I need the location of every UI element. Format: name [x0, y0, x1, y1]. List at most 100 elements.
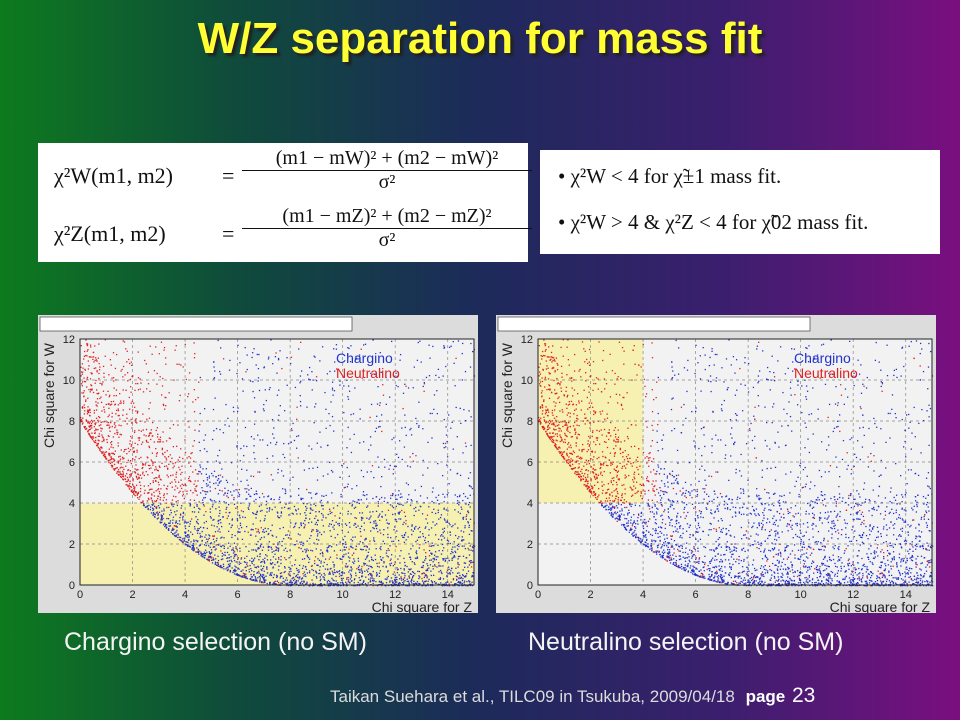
data-point	[398, 581, 401, 584]
data-point	[431, 581, 434, 584]
data-point	[80, 366, 82, 368]
data-point	[103, 409, 105, 411]
data-point	[131, 444, 133, 446]
data-point	[389, 564, 392, 567]
data-point	[793, 348, 796, 350]
data-point	[359, 579, 361, 582]
data-point	[631, 533, 633, 535]
data-point	[468, 410, 470, 412]
data-point	[318, 511, 320, 513]
data-point	[733, 549, 736, 551]
data-point	[740, 453, 742, 456]
data-point	[90, 384, 92, 386]
data-point	[170, 531, 172, 533]
data-point	[379, 529, 381, 531]
data-point	[213, 518, 215, 521]
data-point	[254, 580, 256, 582]
data-point	[156, 506, 158, 508]
data-point	[431, 544, 433, 547]
data-point	[283, 581, 286, 583]
data-point	[167, 456, 170, 458]
data-point	[336, 533, 339, 536]
data-point	[415, 417, 417, 420]
data-point	[928, 404, 930, 406]
data-point	[410, 573, 412, 576]
data-point	[564, 441, 567, 444]
data-point	[149, 390, 151, 392]
data-point	[127, 479, 129, 482]
data-point	[552, 422, 554, 425]
data-point	[725, 583, 728, 585]
data-point	[342, 556, 344, 558]
data-point	[263, 367, 265, 369]
data-point	[329, 424, 331, 427]
data-point	[226, 492, 229, 495]
data-point	[111, 466, 113, 468]
data-point	[275, 558, 277, 560]
data-point	[373, 522, 375, 524]
data-point	[188, 538, 190, 541]
data-point	[98, 433, 100, 435]
data-point	[387, 501, 389, 504]
data-point	[250, 579, 253, 581]
data-point	[230, 462, 233, 464]
data-point	[398, 583, 400, 586]
data-point	[328, 583, 330, 585]
data-point	[396, 571, 399, 574]
data-point	[92, 356, 95, 358]
data-point	[437, 462, 439, 465]
data-point	[829, 577, 831, 579]
data-point	[462, 492, 465, 495]
data-point	[392, 513, 394, 516]
data-point	[221, 536, 223, 538]
data-point	[156, 452, 159, 454]
data-point	[401, 458, 403, 461]
data-point	[237, 492, 240, 494]
data-point	[335, 544, 338, 546]
data-point	[467, 504, 470, 506]
data-point	[602, 455, 604, 458]
data-point	[444, 519, 446, 521]
data-point	[613, 468, 615, 470]
data-point	[410, 582, 413, 584]
data-point	[470, 529, 472, 532]
data-point	[225, 508, 227, 510]
data-point	[366, 506, 368, 508]
data-point	[457, 340, 460, 342]
data-point	[385, 552, 388, 554]
data-point	[329, 572, 331, 574]
data-point	[220, 537, 222, 539]
data-point	[97, 428, 99, 431]
data-point	[271, 534, 273, 536]
data-point	[150, 512, 153, 514]
data-point	[215, 539, 218, 542]
data-point	[121, 474, 123, 476]
data-point	[878, 576, 880, 579]
data-point	[873, 455, 875, 457]
data-point	[244, 561, 246, 564]
data-point	[465, 503, 467, 505]
data-point	[201, 553, 203, 556]
data-point	[428, 567, 430, 569]
data-point	[348, 347, 350, 350]
data-point	[157, 470, 160, 472]
data-point	[168, 392, 170, 394]
data-point	[331, 546, 333, 548]
data-point	[929, 581, 931, 583]
data-point	[278, 565, 280, 567]
data-point	[620, 504, 623, 506]
data-point	[280, 582, 282, 584]
data-point	[211, 472, 213, 475]
data-point	[267, 533, 269, 536]
data-point	[271, 524, 273, 526]
data-point	[575, 473, 577, 476]
data-point	[886, 545, 889, 547]
data-point	[169, 520, 172, 522]
data-point	[305, 575, 307, 578]
data-point	[252, 352, 254, 354]
data-point	[214, 487, 217, 490]
data-point	[218, 482, 220, 484]
data-point	[172, 446, 175, 448]
data-point	[419, 544, 421, 546]
